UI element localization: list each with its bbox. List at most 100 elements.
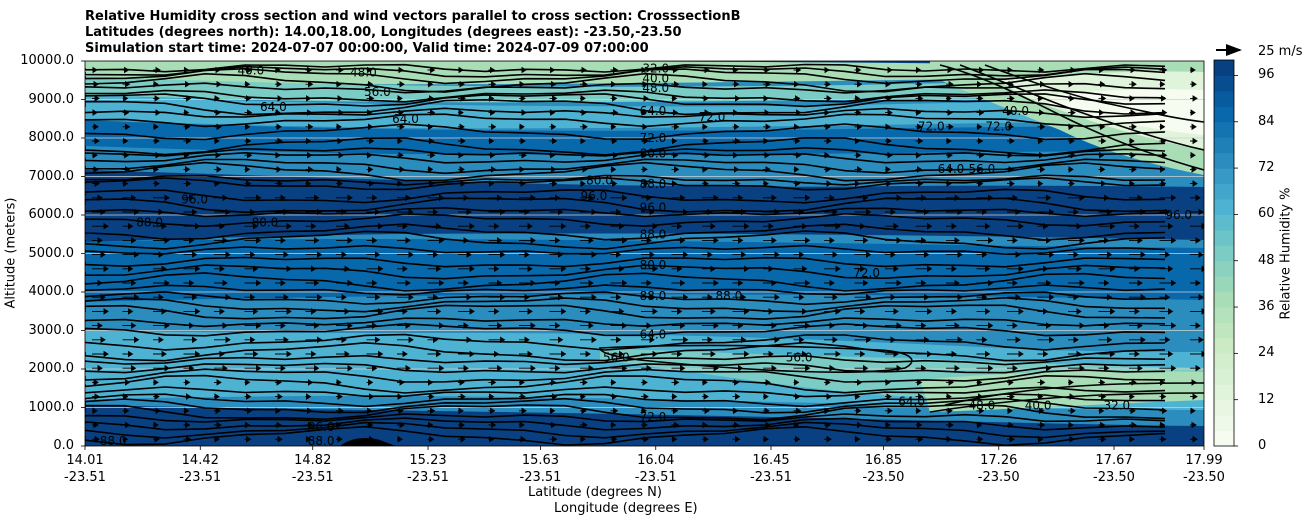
contour-label: 96.0 (1165, 208, 1192, 222)
humidity-band-top (85, 61, 1204, 85)
wind-vector (1190, 279, 1201, 287)
wind-vector (793, 222, 808, 230)
wind-vector (336, 421, 342, 429)
wind-vector (214, 421, 222, 429)
wind-vector (641, 421, 648, 429)
wind-vector (641, 350, 658, 358)
wind-vector (1007, 80, 1014, 88)
wind-vector (1159, 208, 1171, 216)
wind-vector (458, 166, 465, 173)
wind-vector (488, 95, 495, 102)
wind-vector (244, 95, 252, 102)
wind-vector (1037, 95, 1044, 102)
wind-vector (1159, 194, 1177, 202)
wind-vector (1159, 80, 1166, 88)
colorbar-level (1214, 183, 1234, 200)
wind-vector (793, 293, 805, 301)
colorbar-tick-label: 36 (1258, 299, 1275, 315)
wind-vector (1190, 364, 1201, 372)
wind-vector (1129, 208, 1146, 216)
wind-vector (366, 222, 384, 230)
wind-vector (305, 80, 314, 88)
wind-vector (641, 137, 649, 145)
wind-vector (824, 364, 835, 372)
wind-vector (824, 66, 830, 74)
wind-vector (244, 322, 262, 329)
wind-vector (397, 293, 414, 301)
wind-vector (458, 421, 465, 429)
wind-vector (1129, 80, 1137, 88)
wind-vector (427, 95, 435, 102)
wind-vector (763, 421, 771, 429)
wind-vector (519, 421, 525, 429)
wind-vector (641, 265, 658, 273)
wind-vector (1159, 151, 1168, 159)
wind-vector (946, 336, 963, 344)
wind-vector (427, 435, 435, 443)
x-tick-lat: 16.45 (752, 453, 790, 468)
wind-vector (244, 265, 259, 273)
contour-label: 72.0 (918, 119, 945, 133)
wind-vector (885, 322, 902, 329)
wind-vector (702, 322, 719, 329)
wind-vector (763, 194, 777, 202)
contour-line (85, 264, 1166, 280)
wind-vector (92, 194, 103, 202)
wind-vector (488, 151, 496, 159)
wind-vector (610, 364, 628, 372)
wind-vector (305, 407, 313, 415)
wind-vector (976, 95, 984, 102)
wind-vector (153, 336, 164, 344)
wind-vector (336, 407, 344, 415)
wind-vector (488, 407, 496, 415)
wind-vector (732, 66, 739, 74)
contour-label: 64.0 (938, 162, 965, 176)
wind-vector (153, 322, 170, 329)
wind-vector (763, 336, 780, 344)
wind-vector (92, 421, 99, 429)
wind-vector (1190, 322, 1201, 329)
wind-vector (1007, 166, 1014, 173)
wind-vector (854, 421, 863, 429)
contour-line (85, 230, 1166, 250)
wind-vector (885, 237, 902, 244)
wind-vector (1098, 66, 1105, 74)
contour-line (929, 392, 1204, 413)
wind-vector (488, 364, 503, 372)
wind-vector (488, 435, 495, 443)
x-tick-label: 17.67 -23.50 (1074, 452, 1154, 486)
wind-vector (1098, 166, 1106, 173)
wind-vector (549, 237, 561, 244)
wind-vector (915, 336, 930, 344)
wind-vector (153, 194, 170, 202)
wind-vector (1098, 222, 1116, 230)
wind-vector (1068, 435, 1075, 443)
wind-vector (1129, 293, 1146, 301)
x-tick-lon: -23.50 (1093, 470, 1135, 485)
wind-vector (122, 80, 131, 88)
wind-vector (824, 393, 832, 400)
wind-vector (1068, 308, 1082, 315)
contour-line (939, 64, 1204, 171)
wind-vector (397, 279, 411, 287)
wind-vector (519, 166, 525, 173)
wind-vector (244, 435, 252, 443)
wind-vector (1098, 279, 1110, 287)
wind-vector (214, 364, 228, 372)
wind-vector (1159, 407, 1168, 415)
wind-vector (1129, 180, 1135, 187)
wind-vector (641, 80, 648, 88)
wind-vector (763, 237, 777, 244)
wind-vector (183, 95, 192, 102)
wind-vector (763, 293, 780, 301)
wind-vector (915, 166, 923, 173)
wind-vector (244, 293, 256, 301)
contour-line (85, 197, 1166, 214)
wind-vector (702, 80, 708, 88)
wind-vector (214, 123, 222, 131)
wind-vector (702, 151, 710, 159)
wind-vector (519, 237, 536, 244)
wind-vector (976, 80, 983, 88)
wind-vector (702, 407, 710, 415)
wind-vector (793, 364, 811, 372)
